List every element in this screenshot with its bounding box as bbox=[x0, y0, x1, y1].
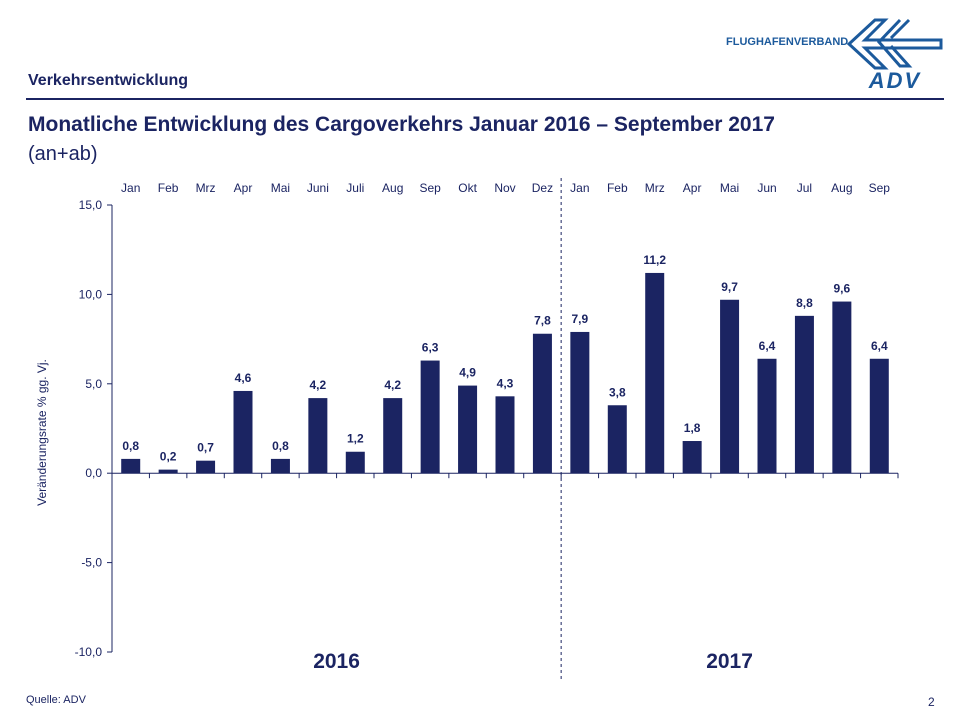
bar bbox=[832, 301, 852, 474]
x-tick-label: Feb bbox=[607, 181, 628, 195]
x-tick-label: Mai bbox=[720, 181, 739, 195]
x-tick-label: Jul bbox=[797, 181, 812, 195]
data-label: 4,2 bbox=[310, 378, 327, 392]
group-label: 2016 bbox=[313, 650, 360, 673]
bar bbox=[720, 299, 740, 474]
data-label: 6,4 bbox=[759, 339, 776, 353]
y-axis-label: Veränderungsrate % gg. Vj. bbox=[35, 359, 49, 506]
data-label: 7,9 bbox=[572, 312, 589, 326]
bar bbox=[345, 451, 365, 474]
y-tick-label: 10,0 bbox=[79, 287, 103, 301]
bar bbox=[495, 396, 515, 474]
bar bbox=[794, 315, 814, 474]
bar bbox=[607, 405, 627, 474]
data-label: 3,8 bbox=[609, 385, 626, 399]
x-tick-label: Jun bbox=[757, 181, 776, 195]
data-label: 7,8 bbox=[534, 314, 551, 328]
y-tick-label: -10,0 bbox=[75, 645, 103, 659]
x-tick-label: Sep bbox=[869, 181, 891, 195]
bar bbox=[233, 390, 253, 474]
data-label: 0,8 bbox=[122, 439, 139, 453]
bar bbox=[682, 441, 702, 474]
section-heading: Verkehrsentwicklung bbox=[28, 72, 189, 89]
x-tick-label: Mrz bbox=[645, 181, 665, 195]
x-tick-label: Nov bbox=[494, 181, 515, 195]
bar bbox=[270, 458, 290, 474]
bar bbox=[645, 272, 665, 474]
page-title: Monatliche Entwicklung des Cargoverkehrs… bbox=[28, 113, 775, 136]
x-tick-label: Okt bbox=[458, 181, 477, 195]
data-label: 0,7 bbox=[197, 441, 214, 455]
x-tick-label: Jan bbox=[121, 181, 140, 195]
data-label: 6,3 bbox=[422, 341, 439, 355]
bar bbox=[757, 358, 777, 474]
adv-logo: ADV bbox=[846, 18, 943, 90]
x-tick-label: Jan bbox=[570, 181, 589, 195]
bar bbox=[570, 331, 590, 474]
bar bbox=[458, 385, 478, 474]
y-tick-label: -5,0 bbox=[81, 556, 102, 570]
bar bbox=[158, 469, 178, 474]
x-tick-label: Mai bbox=[271, 181, 290, 195]
data-label: 4,9 bbox=[459, 366, 476, 380]
y-tick-label: 5,0 bbox=[85, 377, 102, 391]
x-tick-label: Sep bbox=[419, 181, 441, 195]
x-tick-label: Feb bbox=[158, 181, 179, 195]
y-tick-label: 0,0 bbox=[85, 466, 102, 480]
data-label: 0,8 bbox=[272, 439, 289, 453]
data-label: 6,4 bbox=[871, 339, 888, 353]
group-label: 2017 bbox=[706, 650, 753, 673]
svg-text:ADV: ADV bbox=[868, 68, 922, 90]
x-tick-label: Aug bbox=[831, 181, 852, 195]
x-tick-label: Juli bbox=[346, 181, 364, 195]
y-tick-label: 15,0 bbox=[79, 198, 103, 212]
x-tick-label: Aug bbox=[382, 181, 403, 195]
bar bbox=[532, 333, 552, 474]
data-label: 1,8 bbox=[684, 421, 701, 435]
x-tick-label: Dez bbox=[532, 181, 553, 195]
page-subtitle: (an+ab) bbox=[28, 143, 98, 165]
bar bbox=[196, 460, 216, 474]
x-tick-label: Mrz bbox=[196, 181, 216, 195]
data-label: 4,3 bbox=[497, 376, 514, 390]
page-number: 2 bbox=[928, 695, 935, 709]
data-label: 1,2 bbox=[347, 432, 364, 446]
bar bbox=[121, 458, 141, 474]
bar bbox=[383, 398, 403, 474]
data-label: 0,2 bbox=[160, 450, 177, 464]
data-label: 9,7 bbox=[721, 280, 738, 294]
bar bbox=[308, 398, 328, 474]
data-label: 11,2 bbox=[643, 253, 666, 267]
logo-text: FLUGHAFENVERBAND bbox=[726, 36, 849, 48]
x-tick-label: Apr bbox=[683, 181, 702, 195]
x-tick-label: Apr bbox=[234, 181, 253, 195]
data-label: 9,6 bbox=[834, 282, 851, 296]
bar bbox=[869, 358, 889, 474]
bar bbox=[420, 360, 440, 474]
data-label: 8,8 bbox=[796, 296, 813, 310]
divider bbox=[26, 98, 944, 100]
data-label: 4,6 bbox=[235, 371, 252, 385]
x-tick-label: Juni bbox=[307, 181, 329, 195]
data-label: 4,2 bbox=[384, 378, 401, 392]
source-note: Quelle: ADV bbox=[26, 694, 86, 706]
